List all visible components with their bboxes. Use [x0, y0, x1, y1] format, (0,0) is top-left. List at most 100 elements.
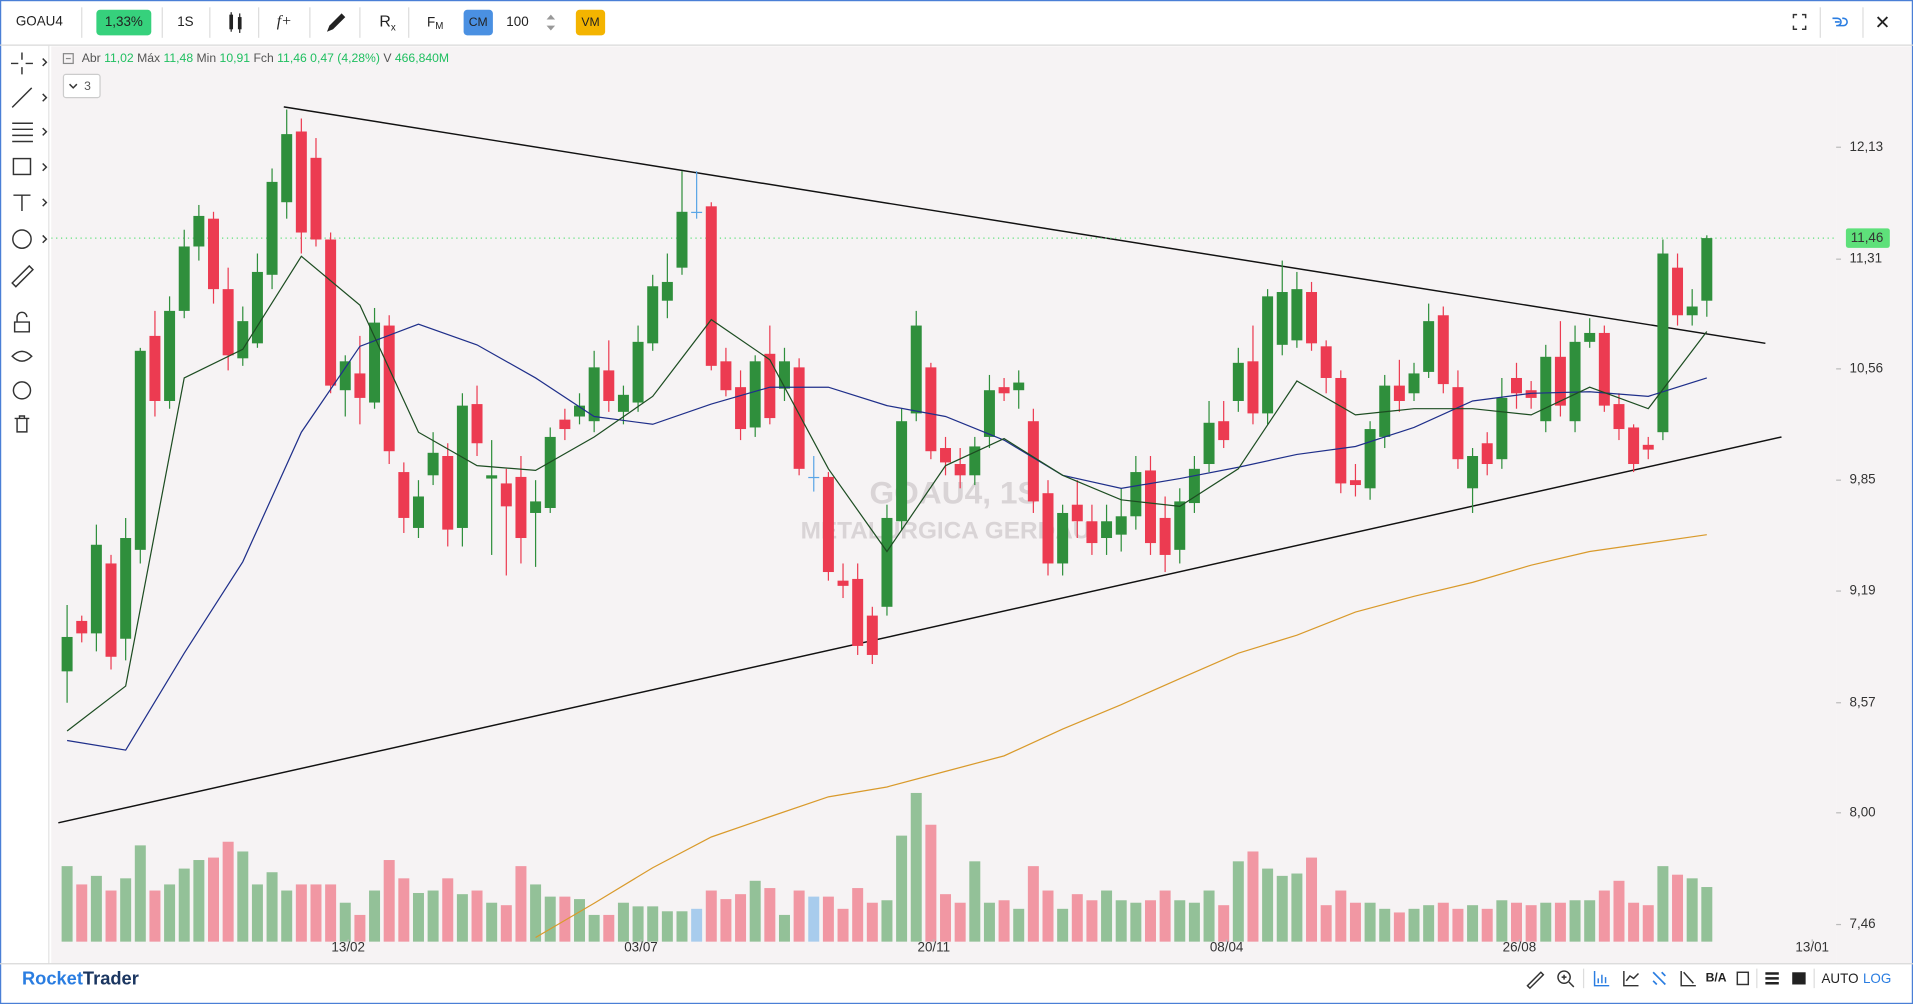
- candle-body: [1701, 238, 1713, 301]
- volume-bar: [998, 900, 1010, 942]
- ruler-tool[interactable]: [11, 264, 34, 288]
- scale-button[interactable]: [1652, 971, 1666, 986]
- lock-tool[interactable]: [13, 311, 31, 333]
- candle-body: [354, 373, 366, 398]
- replay-button[interactable]: Rx: [379, 14, 395, 33]
- candle-body: [251, 271, 263, 344]
- volume-bar: [1598, 890, 1610, 942]
- candle-body: [1320, 346, 1332, 378]
- candle-body: [559, 419, 571, 430]
- volume-bar: [617, 902, 629, 942]
- pencil-icon[interactable]: [326, 13, 346, 32]
- help-tool[interactable]: [12, 381, 32, 400]
- volume-bar: [1291, 873, 1303, 942]
- volume-bar: [442, 878, 454, 942]
- vm-button[interactable]: [575, 9, 606, 36]
- candle-body: [749, 361, 761, 428]
- volume-bar: [1218, 905, 1230, 942]
- candle-body: [310, 157, 322, 240]
- cm-button[interactable]: [463, 9, 493, 36]
- volume-bar: [515, 866, 527, 942]
- axes: 7,46 8,00 8,57 9,19 9,85 10,56 11,31 12,13 13/02…: [331, 139, 1890, 954]
- close-value: 11,46: [277, 51, 307, 65]
- candle-type-button[interactable]: [229, 12, 242, 33]
- volume-bar: [822, 896, 834, 942]
- symbol[interactable]: GOAU4: [16, 14, 63, 29]
- window-button[interactable]: [1792, 972, 1806, 985]
- candle-body: [1027, 421, 1039, 502]
- volume-bar: [339, 902, 351, 942]
- candle-body: [134, 350, 146, 550]
- volume-bar: [691, 908, 703, 942]
- volume-bar: [178, 868, 190, 942]
- volume-label: V: [383, 51, 392, 65]
- candle-body: [471, 404, 483, 444]
- candle-body: [1525, 390, 1537, 398]
- eye-tool[interactable]: [11, 350, 33, 362]
- candle-body: [1057, 512, 1069, 564]
- candle-body: [1496, 397, 1508, 460]
- volume-bar: [369, 890, 381, 942]
- watermark-symbol: GOAU4, 1S: [869, 475, 1038, 511]
- stepper[interactable]: [546, 14, 556, 31]
- levels-tool[interactable]: [12, 122, 33, 143]
- volume-bar: [237, 851, 249, 942]
- brand-a: Rocket: [22, 967, 83, 988]
- log-button[interactable]: LOG: [1863, 971, 1891, 986]
- fullscreen-icon[interactable]: [1792, 13, 1807, 31]
- list-button[interactable]: [1765, 972, 1779, 985]
- chart-type-button[interactable]: [1593, 971, 1610, 987]
- volume-bar: [105, 890, 117, 942]
- volume-bar: [1408, 908, 1420, 942]
- indicator-button[interactable]: [1623, 971, 1640, 987]
- legend-toggle[interactable]: [62, 53, 74, 65]
- volume-bar: [910, 792, 922, 942]
- trash-tool[interactable]: [14, 415, 30, 433]
- emoji-tool[interactable]: [12, 229, 32, 249]
- candle-body: [266, 181, 278, 275]
- candle-body: [1203, 422, 1215, 465]
- candle-body: [881, 517, 893, 607]
- volume-bar: [544, 896, 556, 942]
- volume-bar: [325, 884, 337, 942]
- candle-body: [1071, 504, 1083, 522]
- candle-body: [837, 580, 849, 586]
- close-icon[interactable]: [1876, 16, 1889, 28]
- crosshair-tool[interactable]: [10, 52, 33, 75]
- collapse-button[interactable]: [62, 73, 101, 99]
- y-tick-label: 11,31: [1850, 251, 1883, 266]
- volume-bar: [266, 872, 278, 942]
- trend-button[interactable]: [1680, 971, 1696, 987]
- volume-bar: [1540, 902, 1552, 942]
- candle-body: [1393, 385, 1405, 401]
- ruler-button[interactable]: [1526, 971, 1545, 990]
- volume-bar: [354, 914, 366, 942]
- close-label: Fch: [253, 51, 273, 65]
- fm-button[interactable]: FM: [427, 14, 443, 32]
- volume-bar: [310, 884, 322, 942]
- price-axis-bg: [1836, 46, 1912, 964]
- period[interactable]: 1S: [177, 14, 193, 29]
- volume-bar: [1672, 874, 1684, 942]
- link-icon[interactable]: [1832, 17, 1848, 27]
- zoom-button[interactable]: [1557, 970, 1571, 984]
- shape-tool[interactable]: [12, 157, 32, 176]
- candle-body: [325, 239, 337, 386]
- x-tick-label: 13/02: [331, 939, 365, 954]
- count[interactable]: 100: [506, 14, 528, 29]
- text-tool[interactable]: [13, 194, 31, 212]
- function-button[interactable]: f+: [277, 13, 292, 30]
- volume-bar: [1247, 851, 1259, 942]
- candle-body: [1042, 493, 1054, 564]
- candle-body: [632, 341, 644, 403]
- auto-button[interactable]: AUTO: [1821, 971, 1858, 986]
- volume-bar: [295, 884, 307, 942]
- panel-button[interactable]: [1736, 971, 1750, 986]
- book-button[interactable]: B/A: [1706, 971, 1727, 985]
- candle-body: [500, 483, 512, 507]
- plot: [51, 106, 1837, 942]
- volume-bar: [1262, 868, 1274, 942]
- candle-body: [1159, 517, 1171, 555]
- line-tool[interactable]: [11, 87, 33, 108]
